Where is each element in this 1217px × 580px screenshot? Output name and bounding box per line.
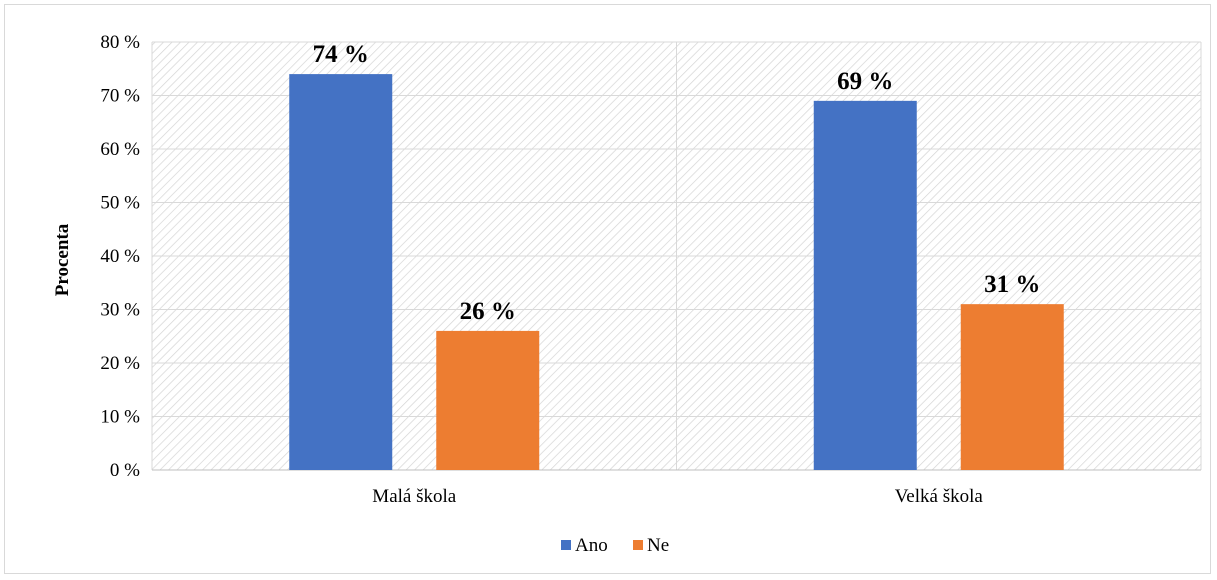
data-label: 26 % (460, 298, 516, 325)
bar-ano-1 (813, 100, 917, 470)
y-tick-label: 10 % (100, 407, 140, 428)
legend-label-ano: Ano (575, 535, 608, 556)
legend-swatch-ne (633, 540, 643, 550)
y-tick-label: 40 % (100, 246, 140, 267)
data-label: 31 % (984, 271, 1040, 298)
y-axis-label: Procenta (52, 223, 73, 296)
y-tick-label: 30 % (100, 300, 140, 321)
data-label: 74 % (313, 41, 369, 68)
bar-ano-0 (289, 74, 393, 470)
y-tick-label: 60 % (100, 139, 140, 160)
data-label: 69 % (837, 68, 893, 95)
chart-frame: 0 % 10 % 20 % 30 % 40 % 50 % 60 % 70 % 80 % Malá… (4, 4, 1211, 574)
bar-ne-1 (960, 304, 1064, 470)
x-category-label: Velká škola (895, 486, 984, 507)
bar-ne-0 (436, 330, 540, 470)
y-tick-label: 20 % (100, 353, 140, 374)
y-tick-label: 80 % (100, 32, 140, 53)
y-tick-label: 50 % (100, 193, 140, 214)
legend-label-ne: Ne (647, 535, 669, 556)
legend: Ano Ne (561, 535, 669, 556)
y-tick-label: 0 % (110, 460, 140, 481)
x-category-label: Malá škola (372, 486, 456, 507)
bar-chart: 0 % 10 % 20 % 30 % 40 % 50 % 60 % 70 % 80 % Malá… (52, 32, 1202, 556)
legend-swatch-ano (561, 540, 571, 550)
y-tick-label: 70 % (100, 86, 140, 107)
